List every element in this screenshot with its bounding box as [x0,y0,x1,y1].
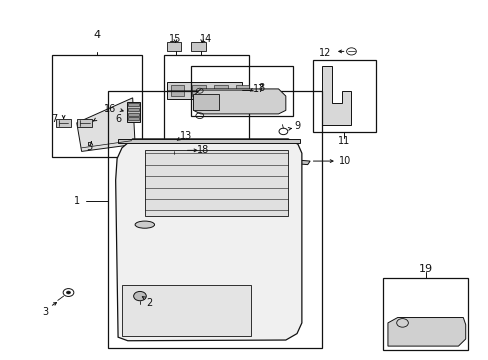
Bar [193,94,218,111]
Text: 13: 13 [180,131,192,141]
Text: 9: 9 [293,121,300,131]
Bar [52,55,142,157]
Polygon shape [387,318,465,346]
Text: 12: 12 [318,48,330,58]
Text: 18: 18 [197,145,209,156]
Bar [164,55,249,157]
Text: 19: 19 [418,264,432,274]
Bar [170,85,184,96]
Bar [118,139,300,143]
Polygon shape [166,82,242,99]
Bar [128,108,139,111]
Text: 10: 10 [339,156,351,166]
Bar [128,103,139,106]
Bar [235,85,249,96]
Bar [166,42,181,51]
Bar [122,285,250,337]
Bar [77,119,92,127]
Bar [108,91,322,348]
Bar [312,60,375,132]
Polygon shape [193,89,285,114]
Text: 4: 4 [94,30,101,40]
Bar [170,145,183,152]
Text: 1: 1 [74,197,80,206]
Bar [191,42,205,51]
Text: 16: 16 [103,104,116,113]
Circle shape [66,291,70,294]
Bar [214,85,227,96]
Bar [56,119,71,127]
Text: 11: 11 [337,136,349,146]
Text: 8: 8 [258,83,264,93]
Polygon shape [77,98,135,152]
Text: 7: 7 [51,113,58,123]
Text: 6: 6 [115,113,121,123]
Bar [191,66,292,116]
Bar [126,102,140,122]
Text: 5: 5 [85,142,92,152]
Text: 14: 14 [200,33,212,44]
Bar [382,278,467,350]
Polygon shape [322,66,351,125]
Text: 15: 15 [169,33,181,44]
Ellipse shape [135,221,154,228]
Polygon shape [116,139,301,341]
Bar [128,113,139,116]
Bar [144,150,287,216]
Polygon shape [285,159,309,165]
Bar [192,85,205,96]
Circle shape [133,292,146,301]
Text: 2: 2 [146,298,152,308]
Text: 17: 17 [253,84,265,94]
Bar [128,117,139,120]
Text: 3: 3 [42,307,48,317]
